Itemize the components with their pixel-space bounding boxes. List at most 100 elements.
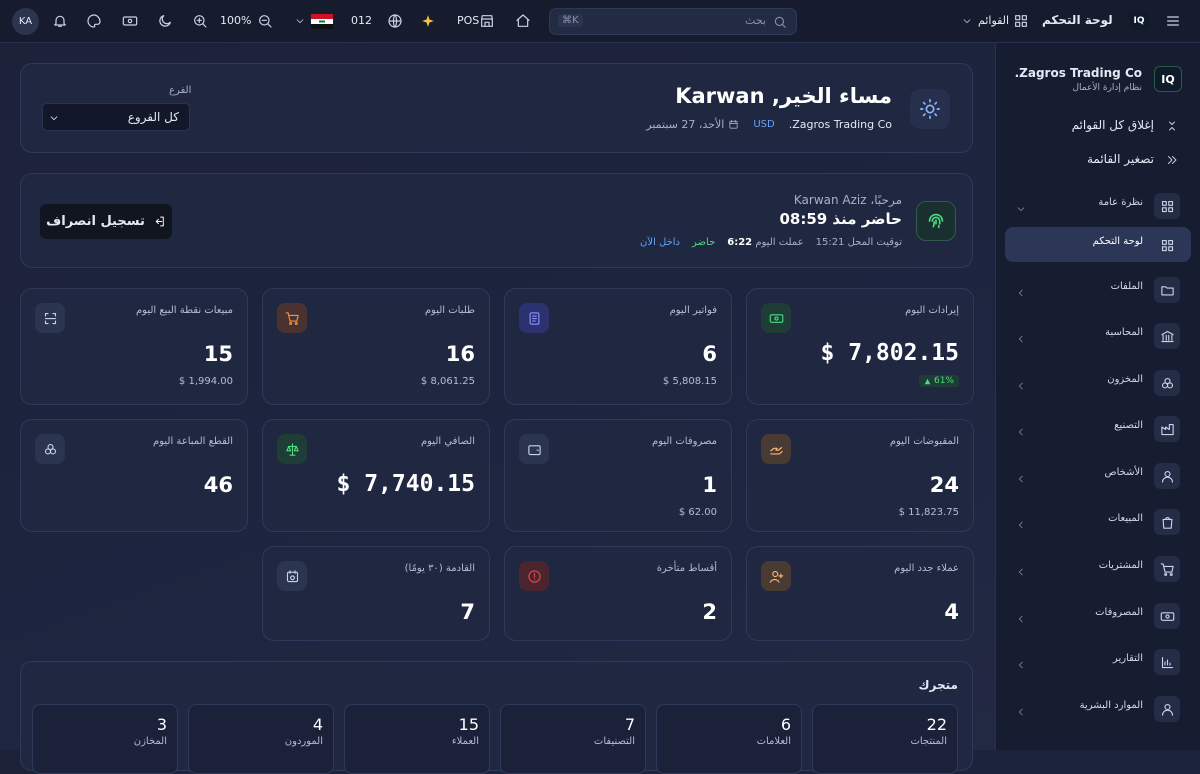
- stat-value: 24: [929, 473, 959, 497]
- menu-icon: [1154, 323, 1180, 349]
- store-item-value: 7: [624, 715, 635, 734]
- menu-icon: [1154, 603, 1180, 629]
- stat-card: إيرادات اليوم $ 7,802.15 61%: [746, 288, 974, 405]
- menu-item[interactable]: المخزون: [1107, 374, 1143, 385]
- chevron[interactable]: [962, 16, 972, 26]
- ai-icon[interactable]: [421, 14, 435, 28]
- menu-item[interactable]: الموارد البشرية: [1079, 700, 1143, 711]
- search-placeholder: بحث: [745, 14, 766, 27]
- stat-value: 7: [460, 600, 475, 624]
- stat-label: الصافي اليوم: [420, 436, 475, 447]
- collapse-icon[interactable]: [1166, 120, 1178, 132]
- checkout-label: تسجيل انصراف: [46, 214, 145, 229]
- palette-icon[interactable]: [86, 13, 102, 29]
- chevron: [1016, 283, 1026, 302]
- company-subtitle: نظام إدارة الأعمال: [1072, 83, 1142, 93]
- store-item-label: العملاء: [451, 736, 479, 747]
- stat-card: المقبوضات اليوم 24 $ 11,823.75: [746, 419, 974, 532]
- stat-label: عملاء جدد اليوم: [894, 563, 959, 574]
- chevron: [1016, 422, 1026, 441]
- menu-item[interactable]: المصروفات: [1095, 607, 1143, 618]
- stat-sub: $ 8,061.25: [420, 376, 475, 387]
- stat-icon: [519, 561, 549, 591]
- close-all-menus[interactable]: إغلاق كل القوائم: [1071, 118, 1154, 132]
- pos-label[interactable]: POS: [457, 14, 480, 27]
- shop-time: 15:21: [815, 237, 845, 248]
- chevron: [1016, 199, 1026, 218]
- logo[interactable]: IQ: [1129, 12, 1149, 30]
- cash-icon[interactable]: [122, 13, 138, 29]
- present-since: حاضر منذ 08:59: [779, 210, 902, 228]
- branch-select[interactable]: كل الفروع: [42, 103, 190, 131]
- store-item-value: 22: [926, 715, 947, 734]
- menu-icon: [1154, 193, 1180, 219]
- chevron: [50, 116, 58, 121]
- menu-item[interactable]: التقارير: [1112, 653, 1143, 664]
- stat-icon: [277, 561, 307, 591]
- store-icon[interactable]: [479, 13, 495, 29]
- menus-label[interactable]: القوائم: [978, 14, 1010, 27]
- home-icon[interactable]: [515, 13, 531, 29]
- store-item-label: المخازن: [133, 736, 167, 747]
- stat-label: مصروفات اليوم: [652, 436, 717, 447]
- menu-item[interactable]: التصنيع: [1114, 420, 1143, 431]
- globe-icon[interactable]: [387, 13, 403, 29]
- menu-icon: [1154, 509, 1180, 535]
- stat-label: فواتير اليوم: [669, 305, 717, 316]
- stat-value: 4: [944, 600, 959, 624]
- stat-icon: [761, 561, 791, 591]
- chevron[interactable]: [295, 16, 305, 26]
- branch-value: كل الفروع: [127, 110, 179, 124]
- stat-value: $ 7,802.15: [820, 340, 959, 366]
- collapse-menu[interactable]: تصغير القائمة: [1086, 152, 1154, 166]
- chevron: [1016, 609, 1026, 628]
- hamburger-icon[interactable]: [1165, 13, 1181, 29]
- sidebar: IQ Zagros Trading Co. نظام إدارة الأعمال…: [995, 43, 1200, 750]
- zoom-out-icon[interactable]: [257, 13, 273, 29]
- grid-icon[interactable]: [1013, 13, 1029, 29]
- menu-icon: [1154, 416, 1180, 442]
- menu-icon: [1154, 277, 1180, 303]
- store-item: 7 التصنيفات: [500, 704, 646, 774]
- stat-label: مبيعات نقطة البيع اليوم: [135, 305, 233, 316]
- stat-value: 1: [702, 473, 717, 497]
- menu-icon: [1154, 696, 1180, 722]
- stat-sub: $ 5,808.15: [662, 376, 717, 387]
- store-item-value: 4: [312, 715, 323, 734]
- app-title: لوحة التحكم: [1042, 13, 1113, 27]
- company-name: Zagros Trading Co.: [1014, 66, 1142, 80]
- badge-text: 61%: [933, 376, 954, 386]
- stat-icon: [519, 434, 549, 464]
- stat-label: المقبوضات اليوم: [889, 436, 959, 447]
- menu-item[interactable]: المشتريات: [1098, 560, 1143, 571]
- zoom-in-icon[interactable]: [192, 13, 208, 29]
- menu-icon: [1154, 370, 1180, 396]
- stat-label: القادمة (٣٠ يومًا): [404, 563, 475, 574]
- store-item: 4 الموردون: [188, 704, 334, 774]
- search-box[interactable]: ⌘K بحث: [549, 8, 797, 35]
- stat-card: القطع المباعة اليوم 46: [20, 419, 248, 532]
- collapse-icon[interactable]: [1166, 154, 1178, 166]
- stat-sub: $ 62.00: [678, 507, 717, 518]
- attendance-meta: توقيت المحل 15:21 عملت اليوم 6:22 حاضر د…: [640, 237, 902, 248]
- moon-icon[interactable]: [157, 13, 173, 29]
- store-item-label: العلامات: [756, 736, 791, 747]
- menu-item[interactable]: الأشخاص: [1104, 467, 1143, 478]
- stat-card: فواتير اليوم 6 $ 5,808.15: [504, 288, 732, 405]
- stat-icon: [35, 434, 65, 464]
- menu-item[interactable]: لوحة التحكم: [1092, 236, 1143, 247]
- store-item-label: الموردون: [284, 736, 323, 747]
- menu-item[interactable]: المحاسبة: [1105, 327, 1143, 338]
- stat-icon: [277, 434, 307, 464]
- menu-item[interactable]: نظرة عامة: [1098, 197, 1143, 208]
- stat-card: عملاء جدد اليوم 4: [746, 546, 974, 641]
- store-item: 6 العلامات: [656, 704, 802, 774]
- bell-icon[interactable]: [52, 13, 68, 29]
- menu-item[interactable]: المبيعات: [1108, 513, 1143, 524]
- checkout-button[interactable]: تسجيل انصراف: [40, 204, 172, 239]
- flag-icon[interactable]: [311, 14, 333, 29]
- menu-item[interactable]: الملفات: [1110, 281, 1143, 292]
- avatar[interactable]: KA: [12, 8, 39, 35]
- topbar: KA 100% 012 POS ⌘K بحث القوائم لوحة التح…: [0, 0, 1200, 43]
- chevron: [1016, 702, 1026, 721]
